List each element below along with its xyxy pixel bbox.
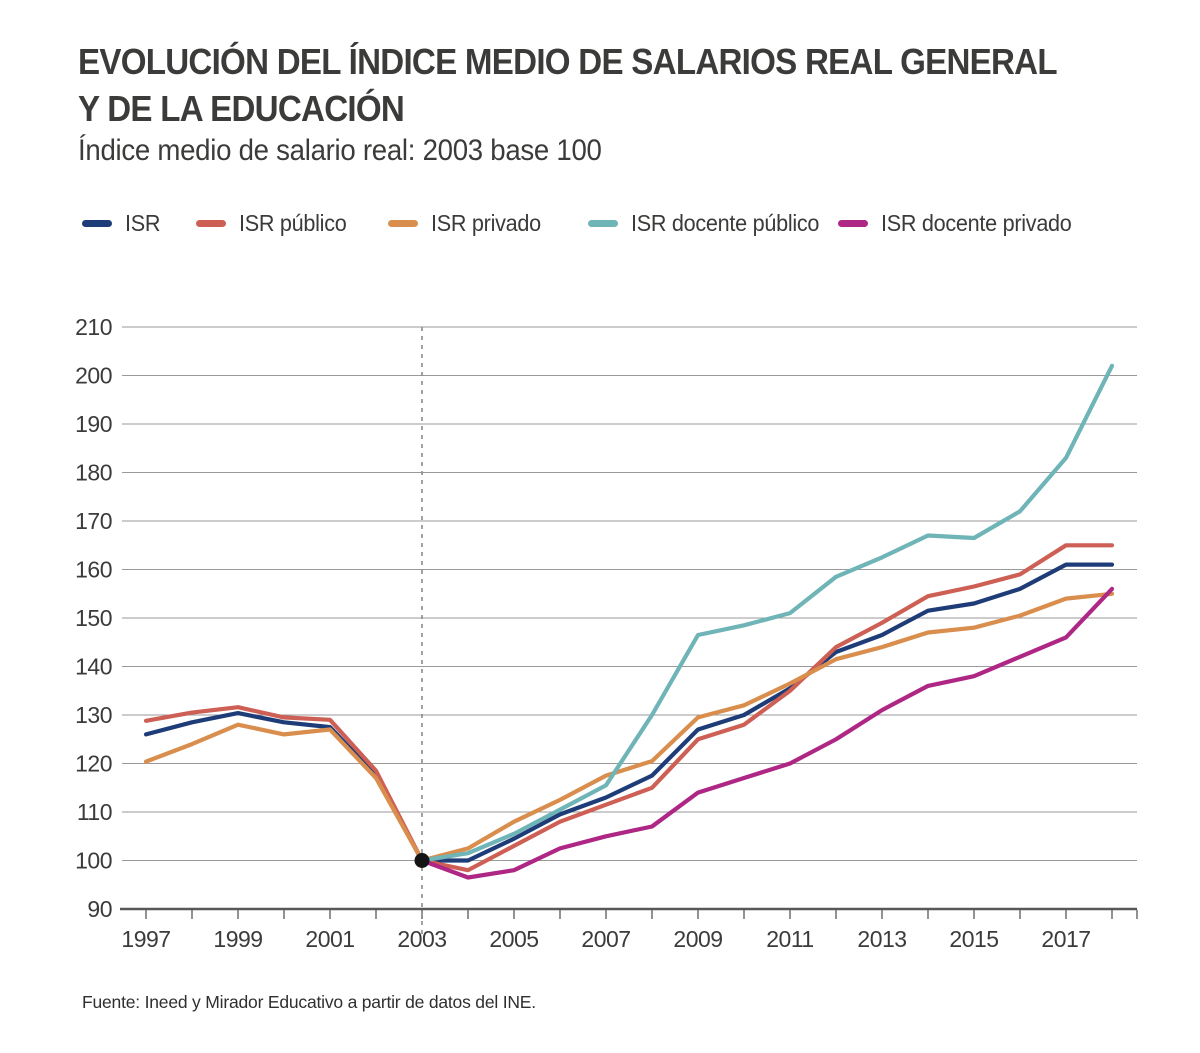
y-tick-label: 190 [75,411,112,437]
x-tick-label: 1999 [213,926,262,952]
x-tick-label: 2005 [489,926,538,952]
source-note: Fuente: Ineed y Mirador Educativo a part… [82,992,536,1012]
legend-item-isr-docente-privado: ISR docente privado [838,206,1084,240]
x-tick-label: 2001 [305,926,354,952]
legend-swatch-icon [82,219,112,227]
x-tick-label: 2003 [397,926,446,952]
x-tick-label: 2017 [1041,926,1090,952]
series-line-isr-privado [143,591,1115,863]
legend-swatch-icon [838,219,868,227]
x-tick-label: 2009 [673,926,722,952]
legend-label: ISR privado [431,209,541,236]
x-tick-label: 2011 [766,926,813,952]
legend-label: ISR docente privado [881,209,1072,236]
x-tick-label: 1997 [121,926,170,952]
y-tick-label: 150 [75,605,112,631]
y-tick-label: 200 [75,363,112,389]
legend-label: ISR docente público [631,209,820,236]
legend-item-isr: ISR [82,206,162,240]
chart-subtitle: Índice medio de salario real: 2003 base … [78,134,602,167]
y-tick-label: 160 [75,557,112,583]
legend-swatch-icon [388,219,418,227]
y-tick-label: 90 [87,896,112,922]
legend-swatch-icon [196,219,226,227]
chart-title: EVOLUCIÓN DEL ÍNDICE MEDIO DE SALARIOS R… [78,38,1142,132]
y-tick-label: 140 [75,654,112,680]
y-tick-label: 130 [75,702,112,728]
chart-legend: ISR ISR público ISR privado ISR docente púb… [0,206,1200,240]
y-tick-label: 170 [75,508,112,534]
y-tick-label: 100 [75,848,112,874]
legend-item-isr-público: ISR público [196,206,353,240]
x-tick-label: 2015 [949,926,998,952]
legend-label: ISR [125,209,161,236]
series-line-isr-docente-privado [419,586,1115,880]
y-tick-label: 120 [75,751,112,777]
y-tick-label: 180 [75,460,112,486]
y-tick-label: 110 [77,799,112,825]
series-line-isr [143,562,1115,863]
legend-swatch-icon [588,219,618,227]
series-line-isr-docente-público [419,363,1115,863]
chart-title-line2: Y DE LA EDUCACIÓN [78,88,405,129]
series-line-isr-público [143,543,1115,873]
y-tick-label: 210 [75,314,112,340]
legend-item-isr-privado: ISR privado [388,206,548,240]
x-tick-label: 2007 [581,926,630,952]
chart-title-line1: EVOLUCIÓN DEL ÍNDICE MEDIO DE SALARIOS R… [78,41,1058,82]
base-point-dot [414,853,430,868]
legend-item-isr-docente-público: ISR docente público [588,206,831,240]
x-tick-label: 2013 [857,926,906,952]
legend-label: ISR público [239,209,347,236]
